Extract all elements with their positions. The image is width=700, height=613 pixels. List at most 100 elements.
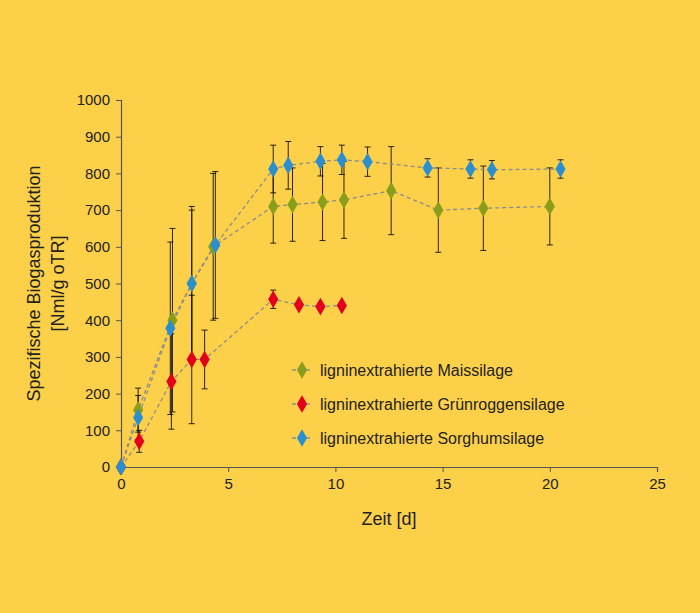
x-axis-title: Zeit [d] bbox=[361, 509, 416, 529]
point bbox=[116, 458, 126, 475]
error-cap bbox=[135, 395, 141, 396]
tick-mark bbox=[550, 467, 551, 472]
legend-item: ligninextrahierte Sorghumsilage bbox=[292, 429, 544, 447]
tick: 20 bbox=[542, 467, 559, 492]
point bbox=[268, 290, 278, 308]
error-cap bbox=[270, 243, 276, 244]
chart: 0510152025010020030040050060070080090010… bbox=[0, 0, 700, 613]
y-axis-title: Spezifische Biogasproduktion bbox=[24, 165, 44, 401]
tick-mark bbox=[116, 430, 121, 431]
error-cap bbox=[547, 244, 553, 245]
legend-marker bbox=[297, 395, 307, 413]
error-cap bbox=[435, 252, 441, 253]
tick-mark bbox=[116, 394, 121, 395]
legend-marker bbox=[297, 429, 307, 447]
legend-label: ligninextrahierte Maissilage bbox=[320, 362, 513, 379]
plot: 0510152025010020030040050060070080090010… bbox=[77, 91, 666, 491]
series-line bbox=[121, 191, 550, 467]
point bbox=[268, 198, 278, 216]
tick-label: 15 bbox=[435, 475, 452, 492]
tick: 10 bbox=[328, 467, 345, 492]
point bbox=[116, 458, 126, 475]
point bbox=[545, 198, 555, 216]
tick-mark bbox=[116, 247, 121, 248]
point bbox=[116, 458, 126, 475]
point bbox=[422, 159, 432, 177]
point bbox=[315, 298, 325, 316]
tick-mark bbox=[335, 467, 336, 472]
point bbox=[187, 275, 197, 293]
error-cap bbox=[365, 146, 371, 147]
tick-label: 0 bbox=[102, 458, 110, 475]
tick: 1000 bbox=[77, 91, 121, 108]
tick: 400 bbox=[85, 312, 121, 329]
tick-label: 1000 bbox=[77, 91, 110, 108]
tick: 15 bbox=[435, 467, 452, 492]
point bbox=[487, 161, 497, 179]
error-cap bbox=[285, 141, 291, 142]
legend: ligninextrahierte Maissilage ligninextrah… bbox=[292, 361, 565, 447]
tick-mark bbox=[116, 284, 121, 285]
tick-label: 100 bbox=[85, 422, 110, 439]
error-cap bbox=[189, 206, 195, 207]
data-area bbox=[116, 141, 566, 475]
error-cap bbox=[365, 176, 371, 177]
axis-line bbox=[122, 468, 658, 473]
error-cap bbox=[212, 318, 218, 319]
error-cap bbox=[317, 146, 323, 147]
point bbox=[465, 160, 475, 178]
point bbox=[337, 297, 347, 315]
series-line bbox=[121, 299, 342, 467]
error-cap bbox=[210, 320, 216, 321]
point bbox=[200, 351, 210, 369]
x-axis: 0 5 10 15 20 25 bbox=[117, 467, 666, 492]
error-cap bbox=[270, 145, 276, 146]
error-cap bbox=[339, 145, 345, 146]
tick-mark bbox=[116, 210, 121, 211]
tick: 5 bbox=[225, 467, 233, 492]
tick-label: 10 bbox=[328, 475, 345, 492]
tick-label: 25 bbox=[649, 475, 666, 492]
point bbox=[433, 201, 443, 219]
y-axis: 01002003004005006007008009001000 bbox=[77, 91, 122, 475]
point bbox=[478, 199, 488, 217]
tick-label: 800 bbox=[85, 165, 110, 182]
point bbox=[187, 351, 197, 369]
tick: 900 bbox=[85, 128, 121, 145]
y-axis-title: [Nml/g oTR] bbox=[48, 235, 68, 331]
legend-marker bbox=[297, 361, 307, 379]
error-cap bbox=[189, 423, 195, 424]
error-cap bbox=[270, 192, 276, 193]
point bbox=[339, 191, 349, 209]
tick-label: 900 bbox=[85, 128, 110, 145]
tick-label: 5 bbox=[225, 475, 233, 492]
tick-label: 300 bbox=[85, 348, 110, 365]
tick: 600 bbox=[85, 238, 121, 255]
tick-mark bbox=[228, 467, 229, 472]
tick-label: 0 bbox=[117, 475, 125, 492]
error-cap bbox=[135, 388, 141, 389]
tick-mark bbox=[116, 137, 121, 138]
tick-label: 400 bbox=[85, 312, 110, 329]
tick: 300 bbox=[85, 348, 121, 365]
tick-label: 200 bbox=[85, 385, 110, 402]
series-line bbox=[121, 160, 561, 467]
error-cap bbox=[317, 175, 323, 176]
point bbox=[386, 182, 396, 200]
error-cap bbox=[480, 250, 486, 251]
point bbox=[134, 432, 144, 450]
tick: 500 bbox=[85, 275, 121, 292]
error-cap bbox=[167, 242, 173, 243]
tick-mark bbox=[443, 467, 444, 472]
tick: 25 bbox=[649, 467, 666, 492]
error-cap bbox=[341, 238, 347, 239]
legend-label: ligninextrahierte Sorghumsilage bbox=[320, 430, 544, 447]
point bbox=[362, 153, 372, 171]
point bbox=[187, 275, 197, 293]
error-cap bbox=[212, 171, 218, 172]
legend-item: ligninextrahierte Grünroggensilage bbox=[292, 395, 565, 413]
error-cap bbox=[320, 240, 326, 241]
tick-mark bbox=[116, 173, 121, 174]
tick-mark bbox=[116, 357, 121, 358]
error-cap bbox=[169, 228, 175, 229]
